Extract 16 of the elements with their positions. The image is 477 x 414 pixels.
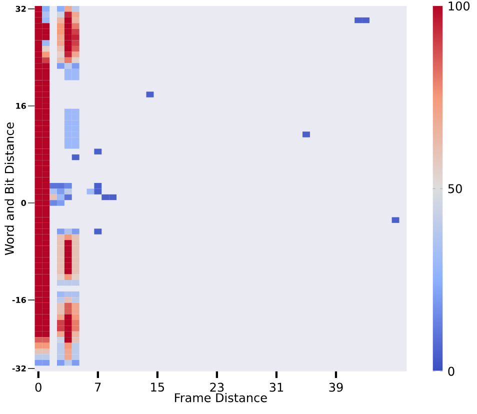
color-bar-label: 0 [448, 366, 454, 376]
x-tick-label: 31 [270, 382, 283, 392]
y-axis-title: Word and Bit Distance [4, 122, 14, 256]
x-tick-label: 23 [210, 382, 224, 392]
x-tick-label: 0 [35, 382, 42, 392]
x-tick-label: 7 [95, 382, 101, 392]
y-tick-label: 16 [16, 102, 26, 109]
x-axis-title: Frame Distance [175, 392, 267, 402]
y-tick-label: 0 [21, 200, 26, 206]
y-tick-label: -32 [12, 365, 26, 372]
x-tick-label: 15 [151, 382, 164, 392]
x-tick-label: 39 [329, 382, 343, 392]
color-bar-label: 100 [448, 1, 470, 11]
y-tick-label: 32 [16, 6, 26, 12]
y-tick-label: -16 [12, 296, 26, 303]
color-bar-label: 50 [448, 184, 462, 194]
